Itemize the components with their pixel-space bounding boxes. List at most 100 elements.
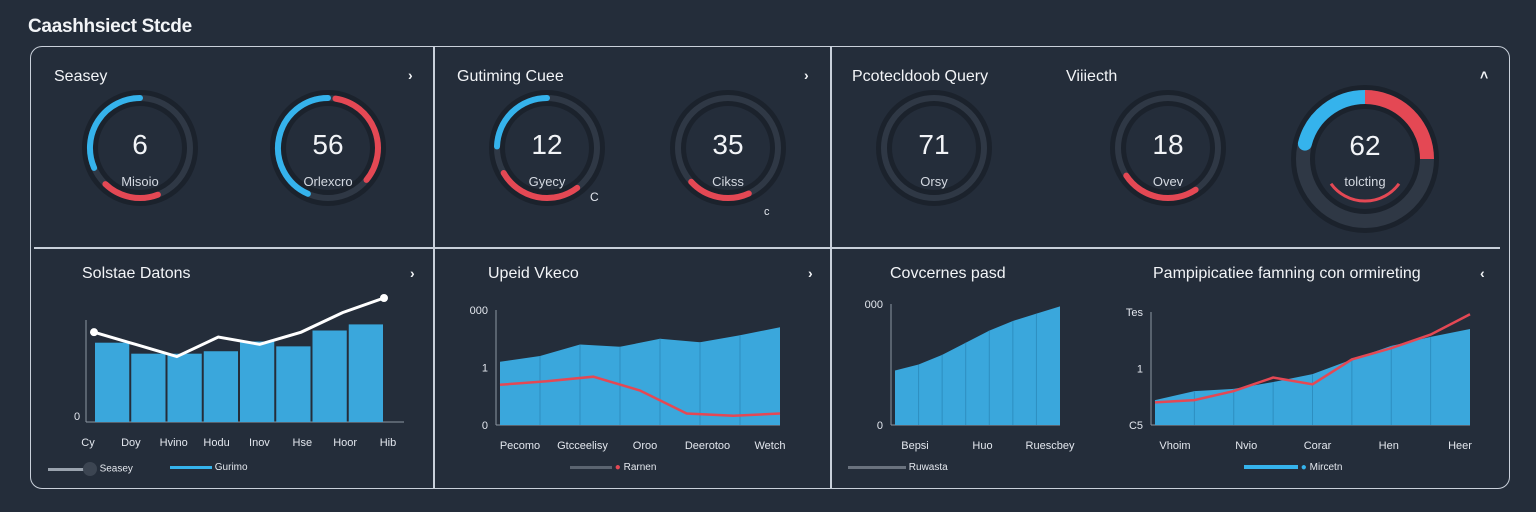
y-tick-label: 1 bbox=[1137, 364, 1143, 376]
app-title: Caashhsiect Stcde bbox=[28, 16, 192, 37]
gauge-arc-red bbox=[1123, 172, 1199, 201]
bar bbox=[95, 342, 130, 422]
gauge-value: 12 bbox=[531, 129, 563, 160]
legend-rarnen: ● Rarnen bbox=[570, 462, 656, 473]
line-point bbox=[90, 328, 98, 337]
y-tick-label: Tes bbox=[1126, 307, 1144, 319]
panel-title-solstae: Solstae Datons bbox=[82, 265, 191, 282]
panel-divider bbox=[830, 46, 832, 489]
gauge-arc-red bbox=[500, 170, 581, 202]
bar bbox=[131, 353, 166, 422]
gauge-ring bbox=[82, 90, 198, 206]
series-line bbox=[93, 296, 385, 359]
gauge-label: tolcting bbox=[1344, 174, 1386, 189]
y-tick-label: 1 bbox=[482, 363, 488, 375]
x-tick-label: Huo bbox=[972, 440, 992, 452]
legend-mircetn: ● Mircetn bbox=[1244, 462, 1342, 473]
legend-line bbox=[570, 465, 612, 469]
panel-divider bbox=[433, 46, 435, 489]
x-tick-label: Cy bbox=[81, 437, 95, 449]
chevron-up-icon[interactable]: ˄ bbox=[1480, 67, 1489, 83]
y-tick-label: 0 bbox=[482, 420, 488, 432]
gauge-misoio: 6 Misoio bbox=[78, 86, 202, 210]
x-tick-label: Hib bbox=[380, 437, 397, 449]
x-tick-label: Heer bbox=[1448, 440, 1472, 452]
chevron-right-icon[interactable]: › bbox=[410, 265, 415, 281]
gauge-value: 18 bbox=[1152, 129, 1184, 160]
chevron-right-icon[interactable]: › bbox=[408, 67, 413, 83]
panel-title-query: Pcotecldoob Query bbox=[852, 68, 989, 85]
gauge-cikss: 35 Cikss bbox=[666, 86, 790, 210]
dashboard-frame bbox=[30, 46, 1510, 489]
gauge-ring bbox=[670, 90, 786, 206]
chart-upeid: 000 1 0 Pecomo Gtcceelisy Oroo Deerotoo Wetch bbox=[470, 305, 786, 452]
gauge-extra-mark: C bbox=[590, 190, 599, 204]
y-tick-label: 0 bbox=[877, 420, 883, 432]
gauge-gyecy: 12 Gyecy bbox=[485, 86, 609, 210]
x-tick-label: Hse bbox=[293, 437, 313, 449]
legend-dot: ● bbox=[614, 462, 621, 473]
gauge-value: 35 bbox=[712, 129, 744, 160]
gauge-value: 56 bbox=[312, 129, 344, 160]
legend-label: Seasey bbox=[99, 463, 133, 475]
y-tick-label: 0 bbox=[74, 411, 80, 423]
legend-line bbox=[170, 465, 212, 469]
gauge-arc-red bbox=[102, 181, 161, 201]
panel-title-pampipicatiee: Pampipicatiee famning con ormireting bbox=[1153, 265, 1421, 282]
gauge-arc-red bbox=[332, 95, 381, 183]
gauge-ring bbox=[489, 90, 605, 206]
legend-line bbox=[48, 467, 84, 471]
area-fill bbox=[500, 327, 780, 425]
gauge-label: Gyecy bbox=[528, 174, 566, 189]
gauge-track bbox=[881, 95, 987, 201]
chevron-right-icon[interactable]: › bbox=[808, 265, 813, 281]
bar bbox=[203, 351, 238, 422]
gauge-orlexcro: 56 Orlexcro bbox=[266, 86, 390, 210]
chart-pampipicatiee: Tes 1 C5 Vhoim Nvio Corar Hen Heer bbox=[1126, 307, 1472, 452]
y-tick-label: 000 bbox=[470, 305, 488, 317]
panel-title-gutiming: Gutiming Cuee bbox=[457, 68, 564, 85]
panel-title-seasey: Seasey bbox=[54, 68, 108, 85]
gauge-orsy: 71 Orsy bbox=[872, 86, 996, 210]
gauge-label: Misoio bbox=[121, 174, 159, 189]
x-tick-label: Deerotoo bbox=[685, 440, 730, 452]
series-line bbox=[1154, 313, 1471, 404]
series-line bbox=[499, 375, 781, 418]
bar bbox=[276, 346, 311, 422]
row-divider bbox=[34, 247, 1500, 249]
legend-label: Rarnen bbox=[623, 462, 657, 473]
bar bbox=[240, 341, 275, 422]
chart-solstae: 0 Cy Doy Hvino Hodu Inov Hse Hoor Hib bbox=[74, 294, 404, 449]
area-fill bbox=[895, 306, 1060, 425]
chevron-left-icon[interactable]: ‹ bbox=[1480, 265, 1485, 281]
gauge-arc-blue bbox=[274, 95, 331, 197]
chevron-right-icon[interactable]: › bbox=[804, 67, 809, 83]
x-tick-label: Hvino bbox=[160, 437, 188, 449]
gauge-inner-red bbox=[1329, 182, 1401, 203]
x-tick-label: Nvio bbox=[1235, 440, 1257, 452]
legend-label: Mircetn bbox=[1309, 462, 1343, 473]
gauge-arc-blue bbox=[494, 95, 550, 150]
gauge-label: Ovev bbox=[1152, 174, 1184, 189]
bar bbox=[348, 324, 383, 422]
line-point bbox=[380, 294, 388, 302]
gauge-arc-blue bbox=[87, 95, 143, 171]
bar bbox=[167, 353, 202, 422]
gauge-arc-red bbox=[688, 178, 752, 201]
legend-seasey: Seasey bbox=[48, 462, 133, 476]
legend-dot: ● bbox=[1300, 462, 1307, 473]
gauge-value: 71 bbox=[918, 129, 950, 160]
x-tick-label: Hoor bbox=[333, 437, 357, 449]
gauge-extra-mark: c bbox=[764, 206, 770, 218]
panel-subtitle-viiiecth: Viiiecth bbox=[1066, 68, 1118, 85]
legend-ruwasta: Ruwasta bbox=[848, 462, 948, 473]
x-tick-label: Wetch bbox=[755, 440, 786, 452]
gauge-arc-red bbox=[1364, 90, 1434, 160]
legend-dot bbox=[82, 462, 97, 476]
gauge-ring bbox=[1110, 90, 1226, 206]
gauge-value: 62 bbox=[1349, 130, 1381, 161]
gauge-label: Orsy bbox=[920, 174, 948, 189]
bar bbox=[312, 330, 347, 422]
legend-label: Ruwasta bbox=[908, 462, 948, 473]
